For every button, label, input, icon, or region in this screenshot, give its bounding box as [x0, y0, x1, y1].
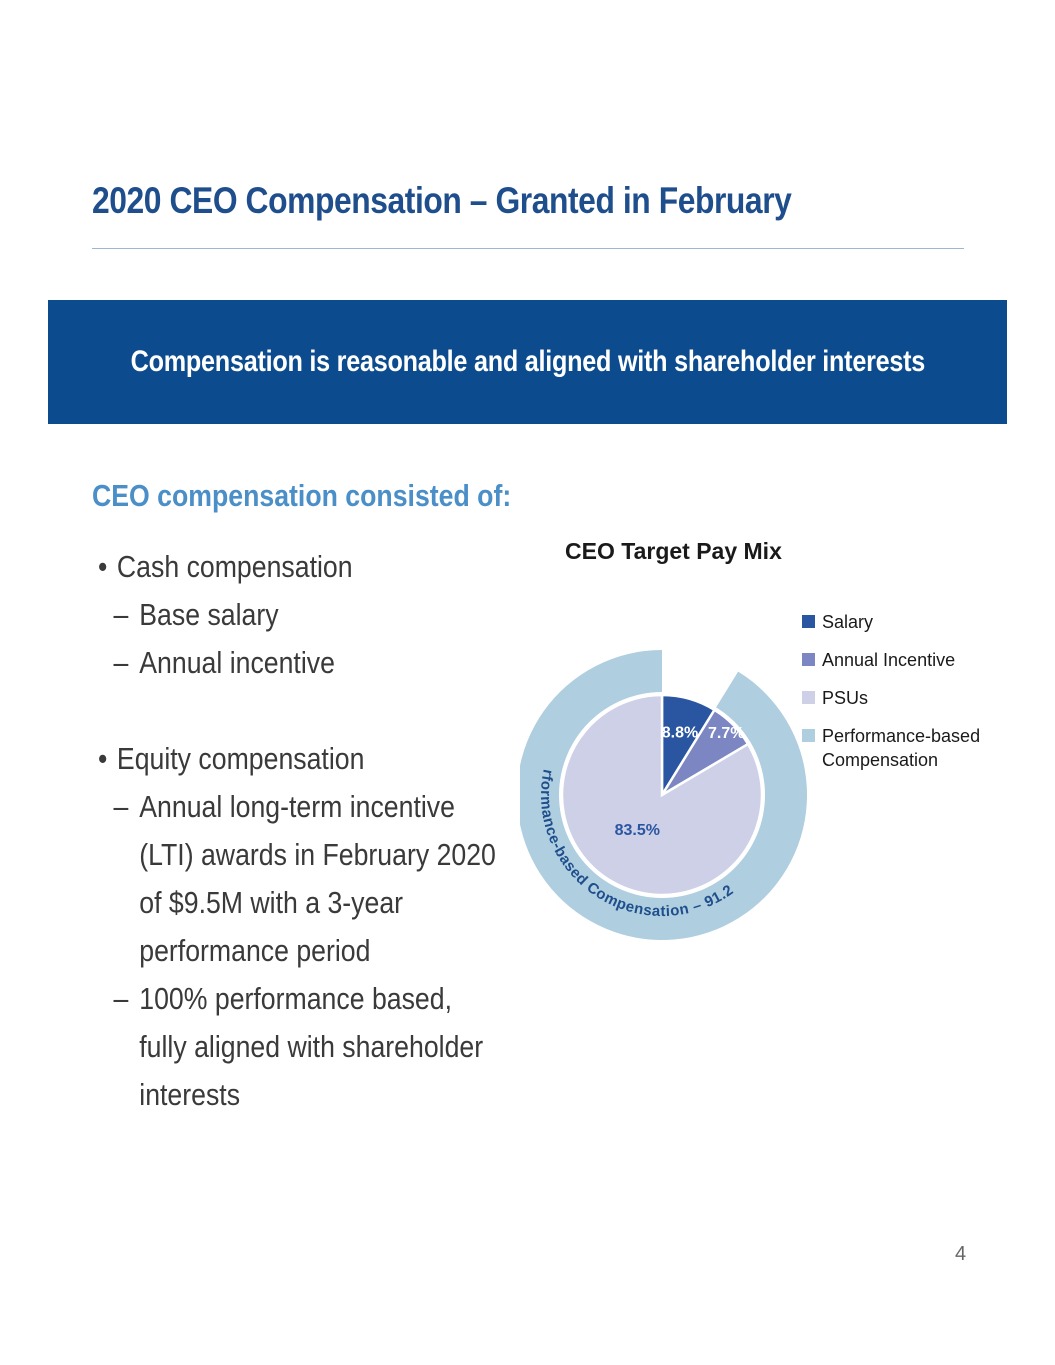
slice-value-label: 8.8% [662, 725, 698, 742]
legend-label: Compensation [822, 750, 938, 770]
legend-label: Performance-based [822, 726, 980, 746]
banner-text: Compensation is reasonable and aligned w… [130, 345, 925, 378]
legend-item-psus: PSUs [802, 688, 868, 708]
legend-item-annual-incentive: Annual Incentive [802, 650, 955, 670]
key-message-banner: Compensation is reasonable and aligned w… [48, 300, 1007, 424]
slice-value-label: 83.5% [615, 822, 660, 839]
sub-bullet-text: Annual long-term incentive (LTI) awards … [139, 789, 496, 968]
pay-mix-chart: 8.8% 7.7% 83.5% Performance-based Compensat… [513, 512, 1000, 1005]
section-subheading: CEO compensation consisted of: [92, 478, 512, 513]
bullet-list: Cash compensation –Base salary –Annual i… [98, 543, 502, 1119]
sub-bullet-lti-awards: – Annual long-term incentive (LTI) awards… [113, 789, 496, 968]
bullet-equity: Equity compensation [98, 735, 502, 783]
slide-title: 2020 CEO Compensation – Granted in Febru… [92, 180, 792, 221]
sub-bullet-text: 100% performance based, fully aligned wi… [139, 981, 484, 1112]
bullet-cash: Cash compensation [98, 543, 502, 591]
sub-bullet-performance-based: –100% performance based, fully aligned w… [113, 981, 484, 1112]
legend-item-performance-based-compensation: Performance-based Compensation [802, 726, 980, 770]
legend-label: PSUs [822, 688, 868, 708]
sub-bullet-text: Annual incentive [139, 645, 335, 680]
legend-label: Salary [822, 612, 873, 632]
legend-swatch [802, 729, 815, 742]
slice-value-label: 7.7% [708, 725, 744, 742]
legend-swatch [802, 653, 815, 666]
sub-bullet-annual-incentive: – Annual incentive [113, 645, 335, 680]
pie-slice-psus [560, 693, 764, 897]
legend-swatch [802, 615, 815, 628]
title-divider [92, 248, 964, 249]
legend-swatch [802, 691, 815, 704]
sub-bullet-base-salary: – Base salary [113, 597, 279, 632]
page-number: 4 [955, 1243, 967, 1265]
legend-label: Annual Incentive [822, 650, 955, 670]
chart-title: CEO Target Pay Mix [565, 538, 782, 564]
pay-mix-chart-svg: 8.8% 7.7% 83.5% Performance-based Compensat… [513, 512, 980, 940]
sub-bullet-text: Base salary [139, 597, 279, 632]
legend-item-salary: Salary [802, 612, 873, 632]
